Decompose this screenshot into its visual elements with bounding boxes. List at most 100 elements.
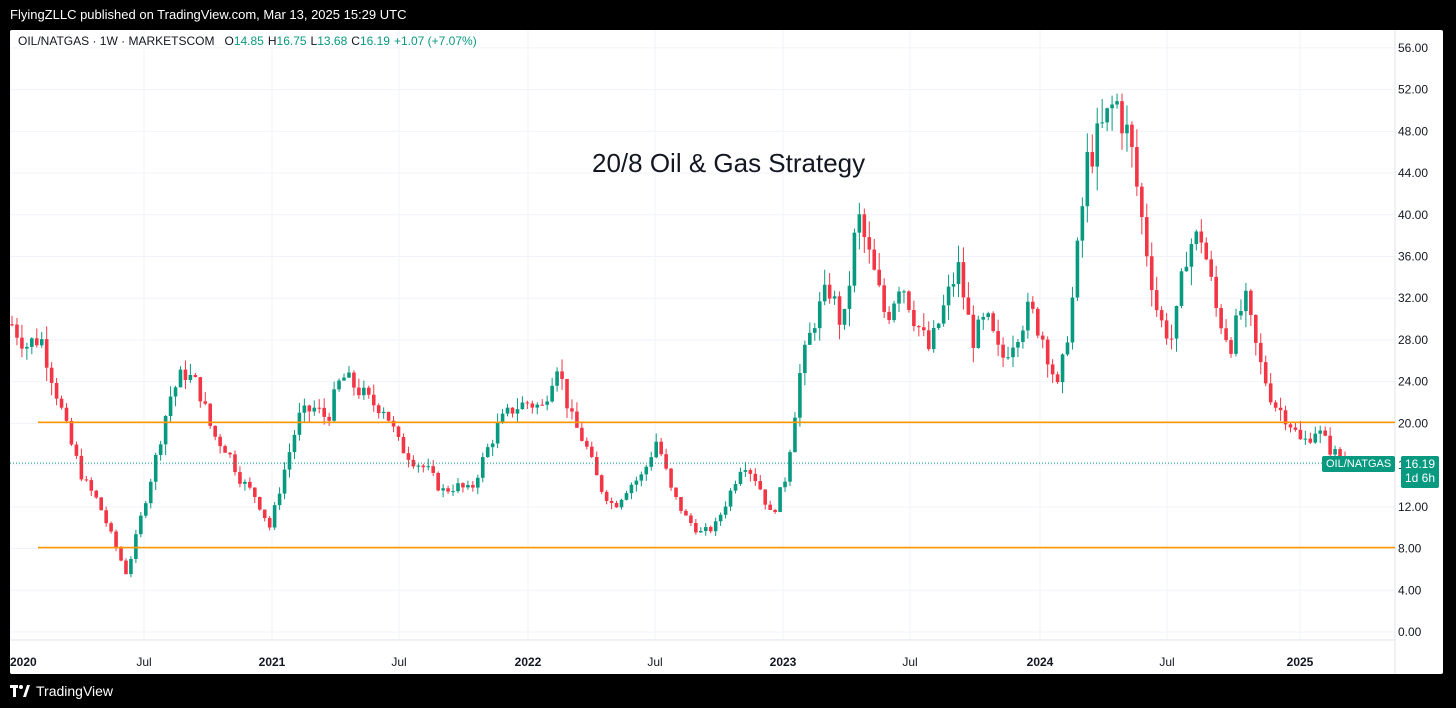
- candle-body: [371, 394, 376, 406]
- legend-open-label: O: [224, 34, 234, 48]
- candle-body: [49, 367, 54, 383]
- candle-body: [74, 444, 79, 456]
- candle-body: [30, 338, 34, 347]
- candle-body: [1060, 354, 1065, 383]
- candle-body: [366, 387, 371, 395]
- candle-body: [1283, 410, 1288, 425]
- candle-body: [812, 328, 817, 333]
- footer-bar: TradingView: [0, 674, 1456, 708]
- candle-body: [1298, 429, 1303, 440]
- candle-body: [238, 472, 242, 484]
- candle-body: [743, 470, 748, 472]
- candle-body: [778, 487, 782, 512]
- candle-body: [1254, 315, 1258, 343]
- candle-body: [713, 521, 718, 532]
- candle-body: [882, 285, 886, 312]
- candle-body: [540, 404, 545, 406]
- candle-body: [1214, 276, 1218, 308]
- candle-body: [54, 382, 59, 399]
- candle-body: [639, 474, 644, 481]
- x-tick-label: 2022: [515, 655, 542, 669]
- last-price-tag: 16.19 1d 6h: [1400, 456, 1439, 488]
- candle-body: [183, 369, 188, 380]
- candle-body: [520, 402, 525, 410]
- candle-body: [1174, 306, 1179, 339]
- candle-body: [173, 387, 178, 397]
- legend-low-value: 13.68: [317, 34, 348, 48]
- candle-body: [352, 372, 356, 388]
- candle-body: [347, 372, 351, 378]
- last-price: 16.19: [1404, 457, 1435, 471]
- tradingview-icon: [10, 685, 30, 697]
- x-tick-label: 2021: [259, 655, 286, 669]
- candle-body: [803, 344, 807, 374]
- candle-body: [1323, 430, 1327, 436]
- candle-body: [793, 417, 797, 453]
- candle-body: [753, 473, 758, 482]
- y-tick-label: 40.00: [1398, 208, 1428, 222]
- candle-body: [837, 296, 842, 325]
- candle-body: [406, 453, 411, 460]
- candle-body: [897, 291, 901, 304]
- candle-body: [718, 514, 723, 522]
- candle-body: [1135, 147, 1139, 187]
- legend-high-value: 16.75: [276, 34, 307, 48]
- legend-symbol: OIL/NATGAS · 1W · MARKETSCOM: [18, 34, 215, 48]
- candle-body: [505, 407, 510, 414]
- candle-body: [634, 480, 639, 485]
- candle-body: [1140, 186, 1144, 218]
- candle-body: [842, 308, 847, 325]
- candle-body: [1085, 152, 1090, 207]
- candle-body: [381, 411, 386, 414]
- price-chart[interactable]: 56.00 52.00 48.00 44.00 40.00 36.00 32.00 28.00…: [10, 30, 1443, 674]
- candle-body: [1224, 328, 1228, 341]
- tradingview-logo[interactable]: TradingView: [10, 683, 113, 699]
- candle-body: [773, 509, 777, 512]
- candle-body: [1263, 362, 1268, 384]
- candle-body: [644, 466, 649, 475]
- candle-body: [575, 411, 579, 428]
- candle-body: [248, 481, 252, 488]
- candle-body: [282, 469, 287, 494]
- candle-body: [1258, 342, 1263, 363]
- candle-body: [694, 522, 698, 533]
- candle-body: [203, 401, 208, 404]
- chart-panel[interactable]: 56.00 52.00 48.00 44.00 40.00 36.00 32.00 28.00…: [10, 30, 1443, 674]
- candle-body: [411, 459, 416, 467]
- y-tick-label: 56.00: [1398, 41, 1428, 55]
- candle-body: [669, 468, 673, 488]
- candle-body: [585, 440, 589, 447]
- candle-body: [1288, 424, 1293, 428]
- candle-body: [15, 324, 19, 338]
- candle-body: [446, 488, 450, 492]
- candle-body: [867, 237, 872, 250]
- candle-body: [436, 472, 440, 491]
- candle-body: [1026, 301, 1030, 331]
- candle-body: [312, 407, 317, 412]
- candle-body: [877, 269, 881, 286]
- candle-body: [441, 488, 445, 491]
- candle-body: [565, 378, 569, 409]
- candle-body: [1204, 242, 1209, 260]
- candle-body: [674, 487, 678, 498]
- candle-body: [1115, 101, 1119, 105]
- candle-body: [1110, 104, 1114, 109]
- candle-body: [223, 446, 227, 453]
- candle-body: [832, 296, 837, 299]
- candle-body: [94, 490, 99, 498]
- candle-body: [768, 504, 772, 510]
- candle-body: [530, 403, 535, 408]
- footer-brand: TradingView: [36, 683, 114, 699]
- candle-body: [515, 409, 520, 414]
- publisher-bar: FlyingZLLC published on TradingView.com,…: [0, 0, 1456, 30]
- candle-body: [59, 398, 64, 408]
- candle-body: [629, 484, 634, 494]
- candle-body: [614, 503, 619, 508]
- legend-low-label: L: [310, 34, 318, 48]
- candle-body: [580, 427, 584, 441]
- candle-body: [426, 466, 431, 468]
- candle-body: [89, 480, 94, 491]
- candle-body: [748, 470, 753, 474]
- legend-change: +1.07 (+7.07%): [393, 34, 477, 48]
- candle-body: [981, 317, 986, 320]
